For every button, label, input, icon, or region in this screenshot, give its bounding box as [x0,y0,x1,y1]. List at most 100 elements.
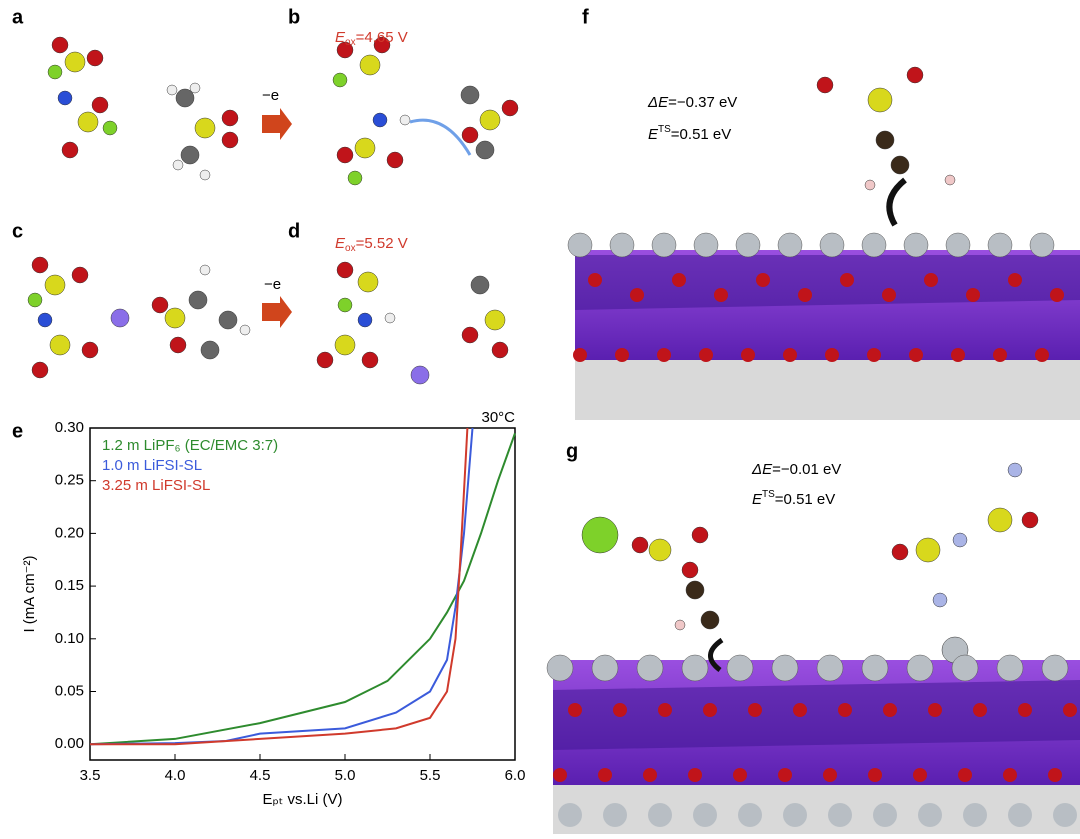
atom [693,803,717,827]
atom [218,310,238,330]
atom [316,351,334,369]
atom [591,654,619,682]
atom [996,654,1024,682]
atom [793,703,807,717]
x-tick-label: 4.5 [250,767,271,784]
atom [674,619,686,631]
atom [891,543,909,561]
atom [867,348,881,362]
atom [51,36,69,54]
atom [501,99,519,117]
y-tick-label: 0.25 [55,472,84,489]
atom [37,312,53,328]
atom [691,526,709,544]
plot-frame [89,427,516,761]
atom [741,348,755,362]
legend-entry: 1.2 m LiPF₆ (EC/EMC 3:7) [102,437,278,454]
panel-label: b [288,6,300,28]
transfer-arrow [409,118,472,156]
atom [180,145,200,165]
atom [568,703,582,717]
atom [151,296,169,314]
atom [337,297,353,313]
atom [1018,703,1032,717]
atom [864,179,876,191]
atom [470,275,490,295]
atom [57,90,73,106]
atom [838,703,852,717]
series-line [89,427,474,746]
atom [783,348,797,362]
y-axis-label: I (mA cm⁻²) [21,555,38,632]
atom [91,96,109,114]
atom [868,768,882,782]
atom [44,274,66,296]
atom [958,768,972,782]
atom [581,516,619,554]
atom [553,768,567,782]
atom [546,654,574,682]
atom [81,341,99,359]
atom [336,146,354,164]
atom [357,271,379,293]
atom [816,76,834,94]
atom [86,49,104,67]
atom [963,803,987,827]
atom [945,232,971,258]
atom [861,654,889,682]
atom [460,85,480,105]
panel-label: a [12,6,24,28]
atom [359,54,381,76]
transfer-arrow [708,637,724,672]
atom [825,348,839,362]
atom [221,131,239,149]
y-tick-label: 0.15 [55,577,84,594]
atom [840,273,854,287]
atom [909,348,923,362]
atom [882,288,896,302]
atom [883,703,897,717]
atom [703,703,717,717]
atom [816,654,844,682]
atom [630,288,644,302]
atom [221,109,239,127]
atom [648,803,672,827]
series-line [90,427,469,746]
annotation: 30°C [481,409,515,426]
molecules [27,36,1077,827]
electron-loss: −e [264,276,281,293]
atom [658,703,672,717]
atom [951,348,965,362]
x-axis-label: Eₚₜ vs.Li (V) [262,791,342,808]
atom [609,232,635,258]
atom [828,803,852,827]
atom [332,72,348,88]
atom [987,507,1013,533]
atom [733,768,747,782]
atom [239,324,251,336]
atom [399,114,411,126]
atom [27,292,43,308]
legend-entry: 3.25 m LiFSI-SL [102,477,210,494]
barrier-energy: ETS=0.51 eV [752,489,835,508]
atom [361,351,379,369]
atom [735,232,761,258]
atom [993,348,1007,362]
atom [1053,803,1077,827]
atom [1048,768,1062,782]
x-tick-label: 5.5 [420,767,441,784]
atom [748,703,762,717]
reaction-energy: ΔE=−0.01 eV [751,461,841,478]
atom [903,232,929,258]
atom [672,273,686,287]
atom [347,170,363,186]
atom [461,326,479,344]
reaction-energy: ΔE=−0.37 eV [647,94,737,111]
atom [875,130,895,150]
panel-label: d [288,220,300,242]
atom [798,288,812,302]
series-line [89,432,516,746]
atom [952,532,968,548]
atom [777,232,803,258]
